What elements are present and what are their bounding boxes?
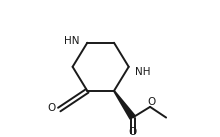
- Polygon shape: [113, 90, 136, 120]
- Text: O: O: [47, 103, 55, 113]
- Text: HN: HN: [64, 36, 80, 46]
- Text: NH: NH: [135, 67, 150, 77]
- Text: O: O: [147, 97, 156, 107]
- Text: O: O: [128, 127, 137, 137]
